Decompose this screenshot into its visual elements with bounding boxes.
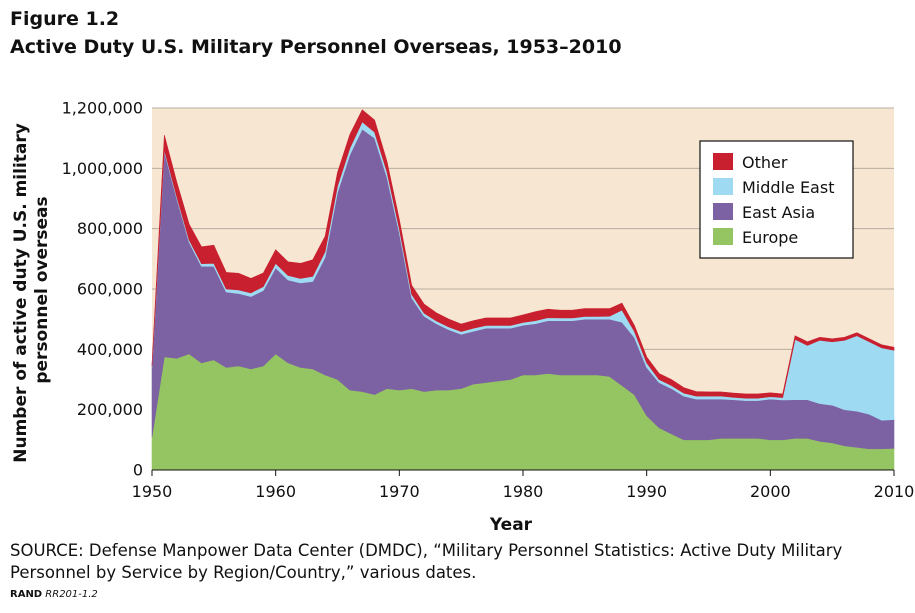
legend-label-europe: Europe bbox=[742, 228, 798, 247]
stacked-area-chart: 0 200,000 400,000 600,000 800,000 1,000,000 1,… bbox=[11, 99, 915, 536]
y-axis-title-line2: personnel overseas bbox=[32, 196, 52, 383]
legend-label-middle-east: Middle East bbox=[742, 178, 834, 197]
x-tick-label: 2000 bbox=[750, 482, 791, 501]
figure-label: Figure 1.2 bbox=[10, 8, 120, 30]
y-axis-title: Number of active duty U.S. military pers… bbox=[11, 117, 52, 463]
legend-swatch-east-asia bbox=[713, 203, 733, 220]
area-series bbox=[151, 109, 895, 471]
y-tick-label: 1,000,000 bbox=[62, 159, 143, 178]
area-other bbox=[151, 109, 895, 399]
legend: Other Middle East East Asia Europe bbox=[699, 140, 854, 259]
y-tick-label: 200,000 bbox=[77, 400, 143, 419]
legend-label-east-asia: East Asia bbox=[742, 203, 815, 222]
x-tick-label: 1980 bbox=[503, 482, 544, 501]
x-tick-label: 1970 bbox=[379, 482, 420, 501]
x-tick-label: 1950 bbox=[132, 482, 173, 501]
legend-swatch-other bbox=[713, 153, 733, 170]
y-tick-label: 0 bbox=[133, 461, 143, 480]
x-tick-label: 2010 bbox=[874, 482, 915, 501]
y-axis-title-line1: Number of active duty U.S. military bbox=[11, 123, 31, 463]
x-axis-title: Year bbox=[489, 515, 533, 535]
report-id: RAND RR201-1.2 bbox=[10, 589, 98, 600]
source-note: SOURCE: Defense Manpower Data Center (DM… bbox=[10, 541, 843, 582]
legend-label-other: Other bbox=[742, 153, 788, 172]
legend-swatch-europe bbox=[713, 228, 733, 245]
legend-swatch-middle-east bbox=[713, 178, 733, 195]
chart-title: Active Duty U.S. Military Personnel Over… bbox=[10, 36, 622, 58]
x-tick-labels: 1950 1960 1970 1980 1990 2000 2010 bbox=[132, 470, 915, 501]
y-tick-label: 800,000 bbox=[77, 219, 143, 238]
x-tick-label: 1960 bbox=[255, 482, 296, 501]
y-tick-label: 1,200,000 bbox=[62, 99, 143, 118]
y-tick-label: 400,000 bbox=[77, 340, 143, 359]
y-tick-labels: 0 200,000 400,000 600,000 800,000 1,000,000 1,… bbox=[62, 99, 143, 480]
report-number: RR201-1.2 bbox=[45, 589, 98, 600]
x-tick-label: 1990 bbox=[626, 482, 667, 501]
rand-label: RAND bbox=[10, 589, 43, 600]
y-tick-label: 600,000 bbox=[77, 280, 143, 299]
